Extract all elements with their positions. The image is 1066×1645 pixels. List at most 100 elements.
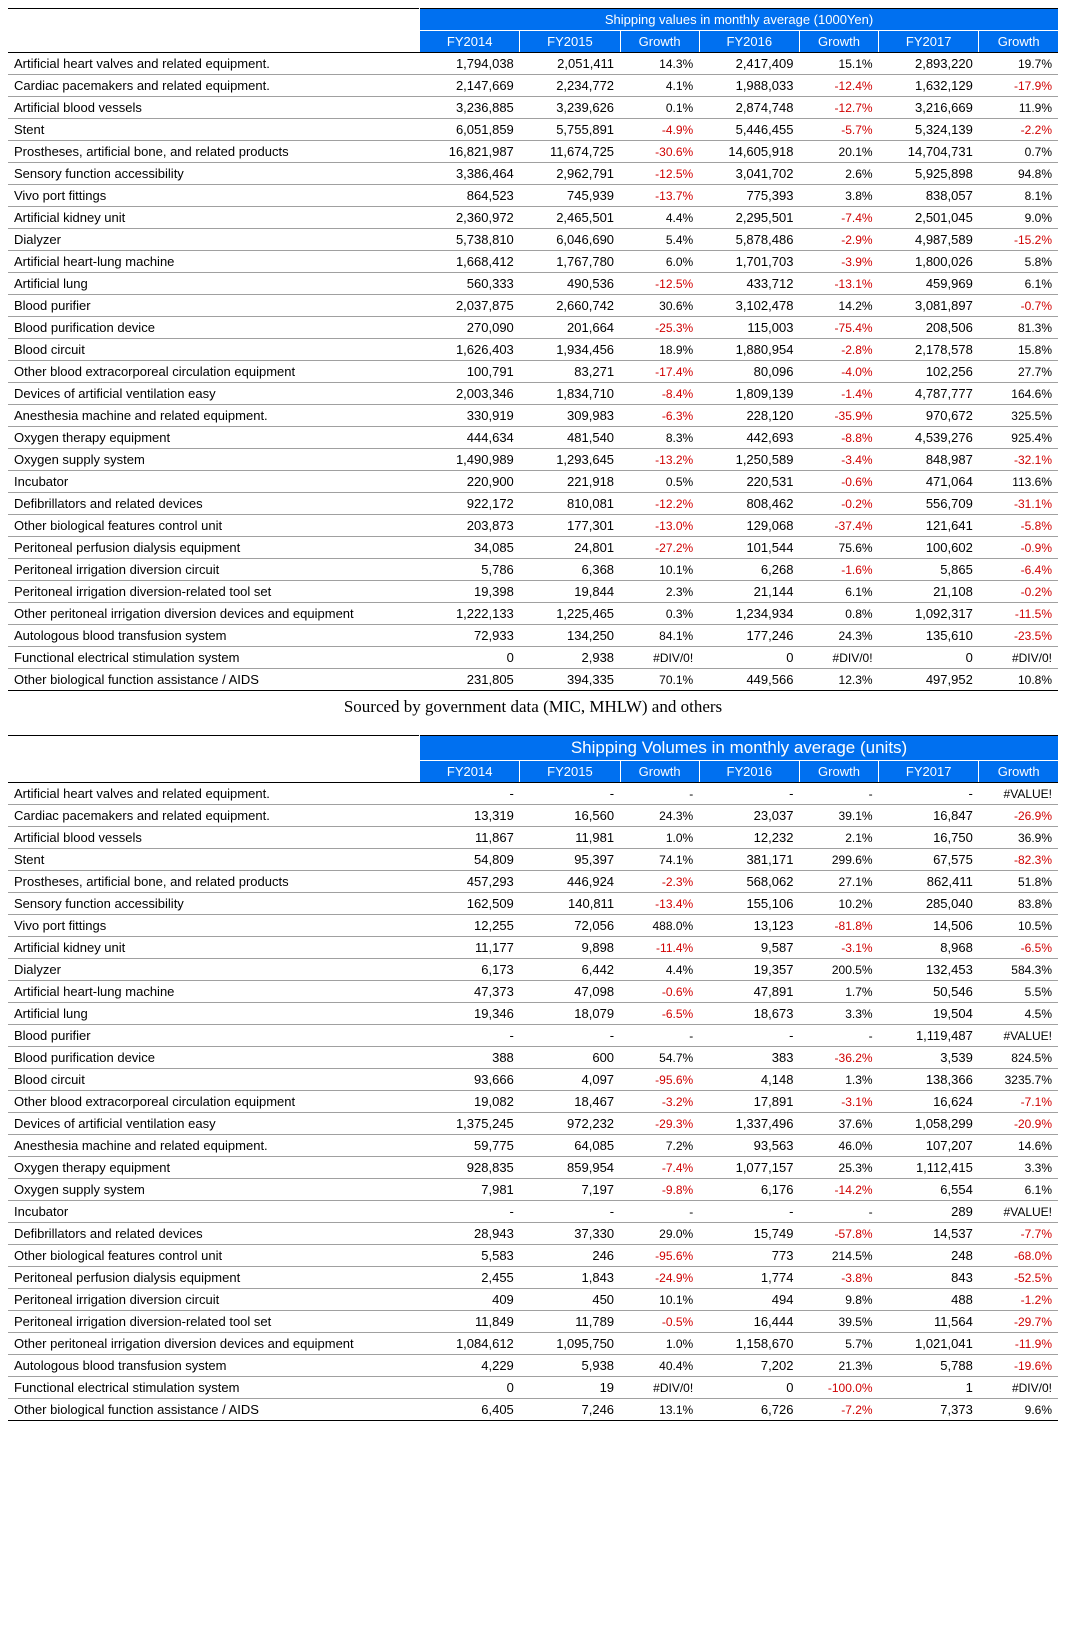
growth-cell: -95.6% (620, 1069, 699, 1091)
value-cell: 115,003 (699, 317, 799, 339)
value-cell: - (520, 1025, 620, 1047)
value-cell: 19,398 (420, 581, 520, 603)
value-cell: 1,934,456 (520, 339, 620, 361)
table-row: Artificial kidney unit11,1779,898-11.4%9… (8, 937, 1058, 959)
value-cell: 228,120 (699, 405, 799, 427)
value-cell: 101,544 (699, 537, 799, 559)
value-cell: 16,444 (699, 1311, 799, 1333)
growth-cell: -37.4% (799, 515, 878, 537)
value-cell: 0 (420, 1377, 520, 1399)
value-cell: 246 (520, 1245, 620, 1267)
growth-cell: -25.3% (620, 317, 699, 339)
growth-cell: -0.2% (799, 493, 878, 515)
growth-cell: #DIV/0! (799, 647, 878, 669)
value-cell: 383 (699, 1047, 799, 1069)
value-cell: 9,587 (699, 937, 799, 959)
row-label: Peritoneal irrigation diversion-related … (8, 581, 420, 603)
growth-cell: -2.3% (620, 871, 699, 893)
value-cell: 3,216,669 (879, 97, 979, 119)
value-cell: 15,749 (699, 1223, 799, 1245)
value-cell: 1,843 (520, 1267, 620, 1289)
value-cell: 1,767,780 (520, 251, 620, 273)
table-row: Artificial heart-lung machine1,668,4121,… (8, 251, 1058, 273)
growth-cell: 20.1% (799, 141, 878, 163)
value-cell: 810,081 (520, 493, 620, 515)
value-cell: 135,610 (879, 625, 979, 647)
value-cell: 0 (420, 647, 520, 669)
growth-cell: 2.6% (799, 163, 878, 185)
value-cell: 2,003,346 (420, 383, 520, 405)
value-cell: 4,229 (420, 1355, 520, 1377)
growth-cell: -4.0% (799, 361, 878, 383)
growth-cell: -15.2% (979, 229, 1058, 251)
row-label: Defibrillators and related devices (8, 1223, 420, 1245)
value-cell: 11,789 (520, 1311, 620, 1333)
value-cell: 220,900 (420, 471, 520, 493)
value-cell: 93,666 (420, 1069, 520, 1091)
growth-cell: 1.0% (620, 827, 699, 849)
growth-cell: -29.3% (620, 1113, 699, 1135)
growth-cell: -31.1% (979, 493, 1058, 515)
growth-cell: -0.6% (799, 471, 878, 493)
growth-cell: -95.6% (620, 1245, 699, 1267)
value-cell: 838,057 (879, 185, 979, 207)
value-cell: 6,268 (699, 559, 799, 581)
table-row: Artificial blood vessels3,236,8853,239,6… (8, 97, 1058, 119)
value-cell: 18,467 (520, 1091, 620, 1113)
column-header: FY2016 (699, 31, 799, 53)
value-cell: 2,360,972 (420, 207, 520, 229)
growth-cell: 2.3% (620, 581, 699, 603)
row-label: Autologous blood transfusion system (8, 625, 420, 647)
growth-cell: -19.6% (979, 1355, 1058, 1377)
row-label: Anesthesia machine and related equipment… (8, 1135, 420, 1157)
value-cell: 6,442 (520, 959, 620, 981)
value-cell: 560,333 (420, 273, 520, 295)
row-label: Sensory function accessibility (8, 163, 420, 185)
row-label: Artificial lung (8, 273, 420, 295)
value-cell: 6,173 (420, 959, 520, 981)
value-cell: 2,962,791 (520, 163, 620, 185)
row-label: Peritoneal perfusion dialysis equipment (8, 1267, 420, 1289)
table-row: Incubator220,900221,9180.5%220,531-0.6%4… (8, 471, 1058, 493)
value-cell: 7,373 (879, 1399, 979, 1421)
value-cell: 7,197 (520, 1179, 620, 1201)
growth-cell: 24.3% (799, 625, 878, 647)
value-cell: 9,898 (520, 937, 620, 959)
column-header: Growth (979, 761, 1058, 783)
table-row: Artificial heart valves and related equi… (8, 783, 1058, 805)
table-row: Defibrillators and related devices28,943… (8, 1223, 1058, 1245)
column-header: Growth (799, 31, 878, 53)
value-cell: 1,668,412 (420, 251, 520, 273)
row-label: Sensory function accessibility (8, 893, 420, 915)
row-label: Blood circuit (8, 1069, 420, 1091)
value-cell: 459,969 (879, 273, 979, 295)
value-cell: 83,271 (520, 361, 620, 383)
growth-cell: 5.8% (979, 251, 1058, 273)
growth-cell: - (799, 1201, 878, 1223)
value-cell: 843 (879, 1267, 979, 1289)
table-row: Oxygen supply system7,9817,197-9.8%6,176… (8, 1179, 1058, 1201)
growth-cell: -3.9% (799, 251, 878, 273)
value-cell: 1,058,299 (879, 1113, 979, 1135)
value-cell: 3,081,897 (879, 295, 979, 317)
row-label: Incubator (8, 1201, 420, 1223)
value-cell: 2,417,409 (699, 53, 799, 75)
growth-cell: -2.2% (979, 119, 1058, 141)
growth-cell: -0.7% (979, 295, 1058, 317)
value-cell: 16,750 (879, 827, 979, 849)
growth-cell: 113.6% (979, 471, 1058, 493)
growth-cell: 83.8% (979, 893, 1058, 915)
table-row: Stent6,051,8595,755,891-4.9%5,446,455-5.… (8, 119, 1058, 141)
table-row: Other biological function assistance / A… (8, 669, 1058, 691)
value-cell: 433,712 (699, 273, 799, 295)
value-cell: 34,085 (420, 537, 520, 559)
growth-cell: 3.8% (799, 185, 878, 207)
growth-cell: -17.4% (620, 361, 699, 383)
growth-cell: 8.1% (979, 185, 1058, 207)
growth-cell: -3.1% (799, 1091, 878, 1113)
growth-cell: 24.3% (620, 805, 699, 827)
growth-cell: -7.2% (799, 1399, 878, 1421)
value-cell: 16,821,987 (420, 141, 520, 163)
growth-cell: 15.1% (799, 53, 878, 75)
growth-cell: -36.2% (799, 1047, 878, 1069)
